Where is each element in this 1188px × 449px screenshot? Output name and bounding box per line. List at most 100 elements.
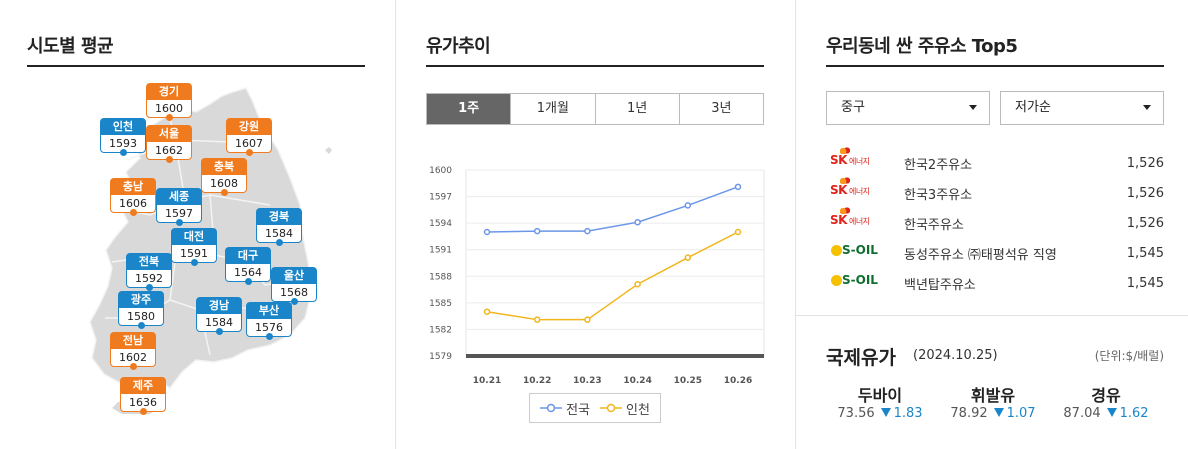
legend-national-marker xyxy=(540,403,563,413)
region-marker xyxy=(165,114,173,121)
korea-map xyxy=(89,87,332,414)
region-name: 울산 xyxy=(272,268,316,284)
oil-dubai: 두바이 73.56 1.83 xyxy=(824,382,936,421)
tab-1-week[interactable]: 1주 xyxy=(427,94,511,124)
region-gangwon[interactable]: 강원 1607 xyxy=(226,118,272,156)
region-gyeonggi[interactable]: 경기 1600 xyxy=(146,83,192,121)
data-point xyxy=(684,254,692,261)
data-point xyxy=(584,316,591,323)
region-marker xyxy=(290,298,298,305)
oil-price: 73.56 xyxy=(837,406,875,421)
station-row[interactable]: SK 에너지 한국주유소 1,526 xyxy=(830,207,1164,238)
region-marker xyxy=(220,189,228,196)
region-price: 1584 xyxy=(205,316,233,329)
plot-area xyxy=(465,169,765,357)
cheap-stations-title: 우리동네 싼 주유소 Top5 xyxy=(826,36,1018,57)
region-jeonnam[interactable]: 전남 1602 xyxy=(110,332,156,370)
station-row[interactable]: S-OIL 동성주유소 ㈜태평석유 직영 1,545 xyxy=(830,238,1164,268)
region-price: 1607 xyxy=(235,137,263,150)
station-row[interactable]: S-OIL 백년탑주유소 1,545 xyxy=(830,268,1164,298)
region-price: 1591 xyxy=(180,247,208,260)
station-price: 1,545 xyxy=(1126,275,1164,291)
region-gwangju[interactable]: 광주 1580 xyxy=(118,291,164,329)
y-tick-label: 1585 xyxy=(429,299,452,309)
legend-incheon-label: 인천 xyxy=(626,402,650,418)
region-price: 1597 xyxy=(165,207,193,220)
station-row[interactable]: SK 에너지 한국3주유소 1,526 xyxy=(830,177,1164,208)
ulleung-shape xyxy=(325,147,332,154)
series-line xyxy=(486,231,739,321)
y-tick-label: 1594 xyxy=(429,219,452,229)
x-tick-label: 10.22 xyxy=(523,376,551,386)
legend-incheon[interactable]: 인천 xyxy=(600,399,650,418)
section-divider xyxy=(796,315,1188,316)
region-daejeon[interactable]: 대전 1591 xyxy=(171,228,217,266)
station-row[interactable]: SK 에너지 한국2주유소 1,526 xyxy=(830,147,1164,178)
region-busan[interactable]: 부산 1576 xyxy=(246,302,292,340)
region-seoul[interactable]: 서울 1662 xyxy=(146,125,192,163)
region-jeju[interactable]: 제주 1636 xyxy=(120,377,166,415)
tab-1-month[interactable]: 1개월 xyxy=(510,94,594,124)
price-trend-panel: 유가추이 1주 1개월 1년 3년 1600 1597 1594 1591 1588 15… xyxy=(396,0,795,449)
tab-3-years[interactable]: 3년 xyxy=(678,94,763,124)
region-daegu[interactable]: 대구 1564 xyxy=(225,247,271,285)
tab-1-year[interactable]: 1년 xyxy=(594,94,679,124)
region-marker xyxy=(165,156,173,163)
cheap-stations-panel: 우리동네 싼 주유소 Top5 중구 저가순 SK 에너지 한국2주유소 1,52… xyxy=(796,0,1188,449)
region-marker xyxy=(175,219,183,226)
region-name: 충남 xyxy=(111,179,155,195)
region-incheon[interactable]: 인천 1593 xyxy=(100,118,146,156)
region-name: 대전 xyxy=(172,229,216,245)
region-price: 1592 xyxy=(135,272,163,285)
oil-change: 1.62 xyxy=(1119,406,1149,421)
region-jeonbuk[interactable]: 전북 1592 xyxy=(126,253,172,291)
region-price: 1568 xyxy=(280,286,308,299)
region-marker xyxy=(129,209,137,216)
sort-select-value: 저가순 xyxy=(1015,100,1051,115)
region-name: 광주 xyxy=(119,292,163,308)
international-oil-title: 국제유가 xyxy=(826,347,896,369)
price-trend-chart: 1600 1597 1594 1591 1588 1585 1582 1579 10.21 10.… xyxy=(429,166,765,386)
oil-name: 두바이 xyxy=(857,386,903,405)
station-name: 한국3주유소 xyxy=(904,187,973,203)
region-name: 대구 xyxy=(226,248,270,264)
region-ulsan[interactable]: 울산 1568 xyxy=(271,267,317,305)
data-point xyxy=(483,228,491,236)
series-line xyxy=(486,186,739,233)
region-price: 1608 xyxy=(210,177,238,190)
region-sejong[interactable]: 세종 1597 xyxy=(156,188,202,226)
region-gyeongnam[interactable]: 경남 1584 xyxy=(196,297,242,335)
international-oil-unit: (단위:$/배럴) xyxy=(1094,349,1164,363)
period-tabs: 1주 1개월 1년 3년 xyxy=(426,93,764,125)
down-arrow-icon xyxy=(1106,408,1117,417)
sk-energy-logo: SK 에너지 xyxy=(830,177,904,203)
oil-diesel: 경유 87.04 1.62 xyxy=(1050,382,1162,421)
title-rule xyxy=(426,65,764,67)
data-point xyxy=(734,183,742,191)
station-price: 1,526 xyxy=(1126,185,1164,201)
x-tick-label: 10.26 xyxy=(724,376,752,386)
station-name: 한국주유소 xyxy=(904,217,964,233)
region-name: 전북 xyxy=(127,254,171,270)
data-point xyxy=(734,228,742,236)
region-name: 서울 xyxy=(147,126,191,142)
oil-name: 경유 xyxy=(1091,386,1121,405)
region-price: 1584 xyxy=(265,227,293,240)
region-name: 경남 xyxy=(197,298,241,314)
region-marker xyxy=(139,408,147,415)
sort-select[interactable]: 저가순 xyxy=(1000,91,1164,125)
region-marker xyxy=(244,278,252,285)
legend-national[interactable]: 전국 xyxy=(540,399,590,418)
x-tick-label: 10.23 xyxy=(573,376,601,386)
y-tick-label: 1591 xyxy=(429,246,452,256)
station-list: SK 에너지 한국2주유소 1,526 SK 에너지 한국3주유소 1,526 SK… xyxy=(830,147,1164,298)
oil-gasoline: 휘발유 78.92 1.07 xyxy=(937,382,1049,421)
title-rule xyxy=(27,65,365,67)
oil-change: 1.83 xyxy=(893,406,923,421)
region-average-title: 시도별 평균 xyxy=(27,36,114,57)
region-chungnam[interactable]: 충남 1606 xyxy=(110,178,156,216)
district-select[interactable]: 중구 xyxy=(826,91,990,125)
region-chungbuk[interactable]: 충북 1608 xyxy=(201,158,247,196)
y-tick-label: 1597 xyxy=(429,193,452,203)
region-gyeongbuk[interactable]: 경북 1584 xyxy=(256,208,302,246)
